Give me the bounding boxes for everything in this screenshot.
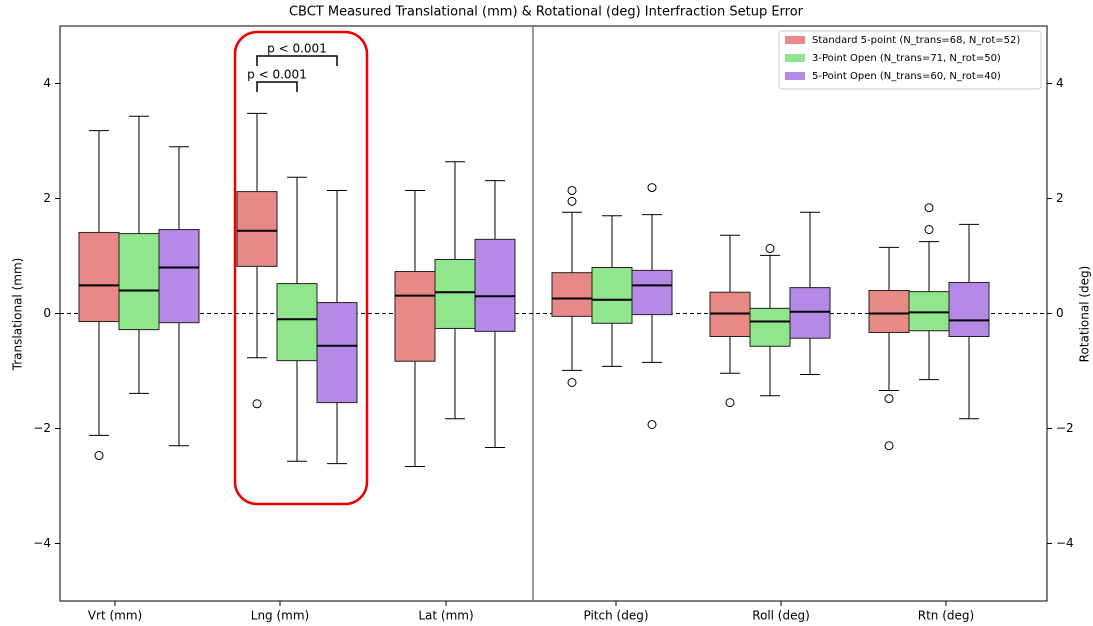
legend-label: 5-Point Open (N_trans=60, N_rot=40) (812, 71, 1001, 82)
box (591, 267, 633, 324)
outlier (725, 398, 735, 408)
box (434, 258, 476, 329)
y2-tick-label: 0 (1056, 306, 1064, 320)
box (749, 307, 791, 347)
outlier (924, 203, 934, 213)
box (474, 238, 516, 332)
legend-swatch (785, 36, 805, 44)
outlier (94, 451, 104, 461)
box (316, 302, 358, 404)
box (158, 229, 200, 324)
box (908, 291, 950, 332)
significance-bracket (256, 55, 338, 66)
y-axis-label: Translational (mm) (11, 258, 25, 372)
outlier (647, 183, 657, 193)
outlier (884, 441, 894, 451)
legend-swatch (785, 54, 805, 62)
outlier (567, 378, 577, 387)
box (394, 271, 436, 362)
y2-tick-label: −4 (1056, 536, 1074, 550)
box (948, 281, 990, 338)
outlier (567, 196, 577, 206)
box (631, 269, 673, 316)
outlier (252, 399, 262, 409)
box (236, 191, 278, 267)
chart-title: CBCT Measured Translational (mm) & Rotat… (289, 5, 804, 20)
x-tick-label: Vrt (mm) (88, 609, 142, 623)
x-tick-label: Rtn (deg) (918, 609, 974, 623)
annotation: p < 0.001 (267, 42, 327, 56)
y-tick-label: 4 (43, 76, 51, 90)
box (789, 287, 831, 339)
y-tick-label: −4 (33, 536, 51, 550)
significance-bracket (256, 81, 298, 92)
highlight-box (233, 30, 369, 506)
box (118, 233, 160, 331)
box (276, 283, 318, 362)
y-tick-label: −2 (33, 421, 51, 435)
box (868, 290, 910, 333)
y2-tick-label: −2 (1056, 421, 1074, 435)
box (78, 231, 120, 323)
y2-tick-label: 2 (1056, 191, 1064, 205)
y2-tick-label: 4 (1056, 76, 1064, 90)
outlier (924, 225, 934, 235)
outlier (765, 244, 775, 254)
x-tick-label: Roll (deg) (752, 609, 810, 623)
legend-swatch (785, 72, 805, 80)
box (551, 272, 593, 317)
annotation: p < 0.001 (247, 68, 307, 82)
x-tick-label: Lat (mm) (418, 609, 473, 623)
outlier (884, 394, 894, 404)
x-tick-label: Lng (mm) (251, 609, 309, 623)
y2-axis-label: Rotational (deg) (1078, 266, 1092, 363)
x-tick-label: Pitch (deg) (583, 609, 648, 623)
outlier (567, 185, 577, 195)
outlier (647, 419, 657, 429)
legend-frame (778, 30, 1042, 90)
y-tick-label: 0 (43, 306, 51, 320)
legend-label: 3-Point Open (N_trans=71, N_rot=50) (812, 53, 1001, 64)
legend-label: Standard 5-point (N_trans=68, N_rot=52) (812, 35, 1020, 46)
y-tick-label: 2 (43, 191, 51, 205)
